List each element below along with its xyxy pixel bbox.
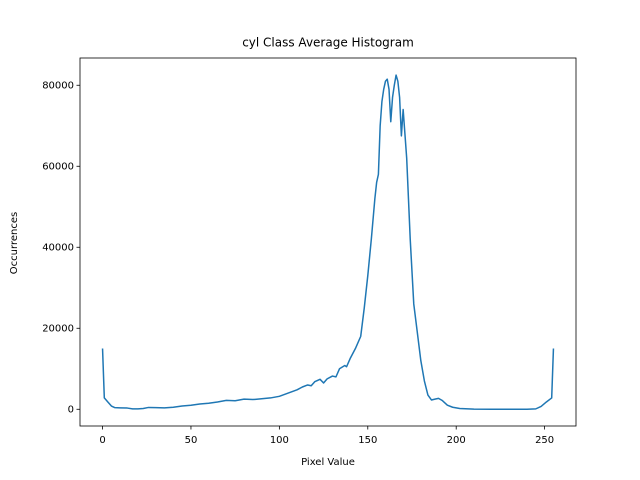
plot-frame [79, 57, 577, 427]
y-tick-label: 60000 [42, 161, 74, 172]
x-tick-label: 0 [99, 435, 105, 446]
y-tick-label: 40000 [42, 242, 74, 253]
data-line [101, 74, 555, 411]
y-axis-label: Occurrences [9, 212, 20, 274]
x-tick-label: 200 [447, 435, 466, 446]
y-tick-label: 0 [68, 404, 74, 415]
y-tick-label: 80000 [42, 80, 74, 91]
y-tick-label: 20000 [42, 323, 74, 334]
x-tick-label: 50 [185, 435, 198, 446]
chart-title: cyl Class Average Histogram [242, 36, 414, 50]
x-tick-label: 100 [270, 435, 289, 446]
x-tick-label: 150 [358, 435, 377, 446]
x-axis-label: Pixel Value [301, 457, 355, 468]
x-tick-label: 250 [535, 435, 554, 446]
